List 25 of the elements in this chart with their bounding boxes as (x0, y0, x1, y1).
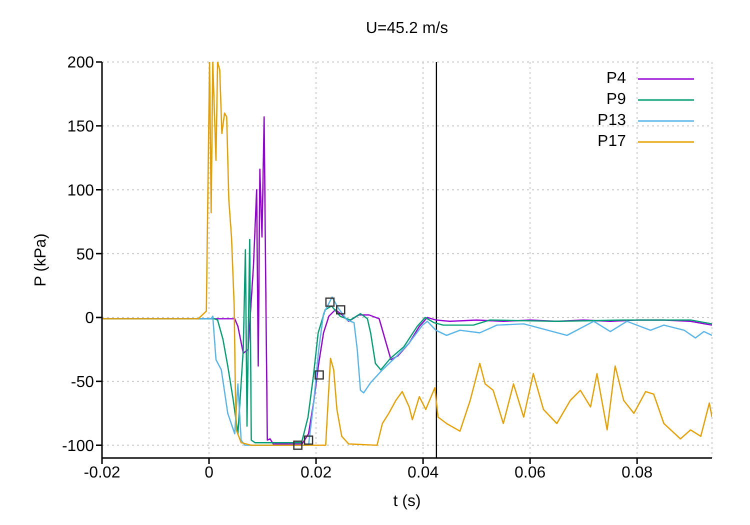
x-tick-label: 0.06 (514, 464, 546, 482)
legend-label: P17 (598, 132, 626, 150)
y-tick-label: 0 (85, 310, 94, 328)
point (293, 440, 302, 450)
legend-label: P13 (598, 112, 626, 130)
x-tick-label: 0 (204, 464, 214, 482)
point (314, 370, 324, 380)
legend-label: P9 (606, 90, 626, 108)
x-tick-label: 0.08 (622, 464, 653, 482)
y-tick-label: 200 (67, 54, 94, 72)
x-tick-label: 0.02 (300, 464, 332, 482)
chart-title: U=45.2 m/s (364, 20, 450, 38)
x-tick-label: -0.02 (84, 464, 120, 482)
point (336, 305, 346, 314)
y-tick-label: -100 (62, 438, 94, 455)
legend-label: P4 (606, 70, 626, 88)
y-tick-label: 150 (67, 118, 94, 136)
point (304, 435, 314, 445)
point (325, 298, 335, 307)
x-axis-title: t (s) (393, 493, 421, 510)
y-tick-label: 50 (76, 246, 94, 264)
y-tick-label: 100 (67, 182, 94, 200)
x-tick-label: 0.04 (407, 464, 439, 482)
y-tick-label: -50 (70, 374, 94, 392)
y-axis-title: P (kPa) (32, 233, 50, 287)
